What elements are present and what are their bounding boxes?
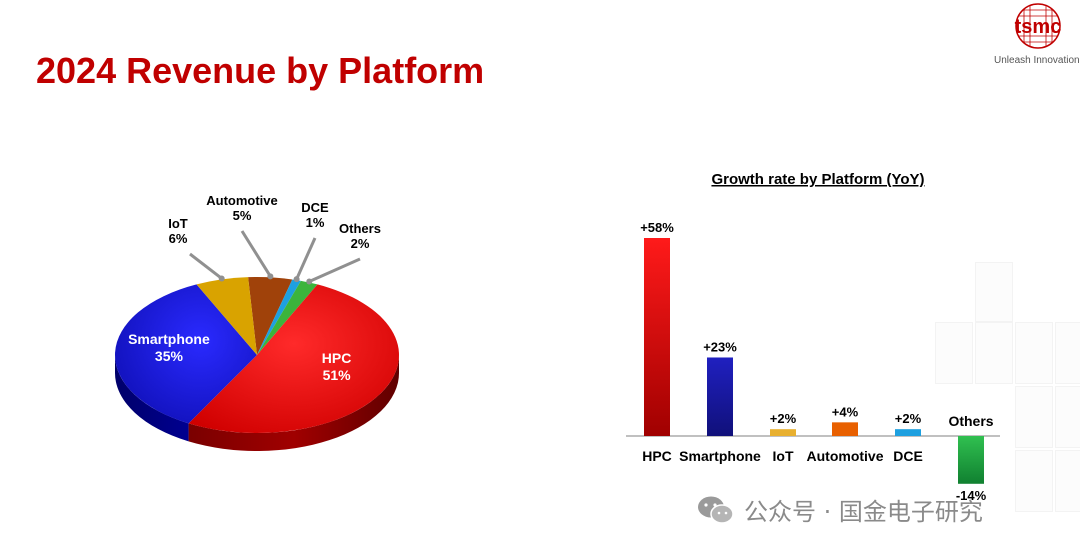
background-tile xyxy=(935,322,973,384)
pie-leader-dce xyxy=(295,237,317,280)
logo-text: tsmc xyxy=(1015,16,1062,38)
pie-slice-dce xyxy=(257,279,301,355)
pie-leader-dot-others xyxy=(306,278,313,285)
pie-value-iot: 6% xyxy=(169,231,188,246)
pie-value-dce: 1% xyxy=(306,215,325,230)
pie-slice-smartphone xyxy=(114,284,257,424)
pie-leader-automotive xyxy=(240,230,272,278)
growth-value-iot: +2% xyxy=(770,411,797,426)
growth-bar-dce xyxy=(895,429,921,436)
pie-slice-hpc xyxy=(188,284,399,433)
pie-leader-dot-automotive xyxy=(267,273,274,280)
growth-bar-smartphone xyxy=(707,357,733,436)
pie-side-hpc xyxy=(188,355,399,451)
background-tile xyxy=(1015,322,1053,384)
pie-slice-others xyxy=(257,280,318,355)
pie-label-smartphone: Smartphone xyxy=(128,331,210,347)
growth-bar-others xyxy=(958,436,984,484)
wechat-icon xyxy=(698,496,734,524)
background-tile xyxy=(1015,450,1053,512)
tsmc-logo: tsmc xyxy=(1015,3,1062,49)
background-tile xyxy=(975,262,1013,322)
pie-label-hpc: HPC xyxy=(322,350,352,366)
growth-value-smartphone: +23% xyxy=(703,339,737,354)
pie-label-others: Others xyxy=(339,221,381,236)
page-title: 2024 Revenue by Platform xyxy=(36,50,485,91)
growth-bar-hpc xyxy=(644,238,670,436)
growth-category-automotive: Automotive xyxy=(807,448,884,464)
growth-value-hpc: +58% xyxy=(640,220,674,235)
growth-category-iot: IoT xyxy=(773,448,794,464)
background-tile xyxy=(1055,386,1080,448)
pie-value-others: 2% xyxy=(351,236,370,251)
pie-side-smartphone xyxy=(115,355,189,442)
background-tile xyxy=(1055,450,1080,512)
pie-value-hpc: 51% xyxy=(323,367,352,383)
growth-value-dce: +2% xyxy=(895,411,922,426)
pie-label-dce: DCE xyxy=(301,200,329,215)
watermark-text: 公众号 · 国金电子研究 xyxy=(744,498,983,526)
pie-leader-others xyxy=(308,257,361,283)
growth-category-dce: DCE xyxy=(893,448,923,464)
pie-leader-iot xyxy=(189,252,223,280)
pie-value-automotive: 5% xyxy=(233,208,252,223)
tagline: Unleash Innovation xyxy=(994,55,1080,66)
pie-value-smartphone: 35% xyxy=(155,348,184,364)
pie-leader-dot-dce xyxy=(293,276,300,283)
growth-value-automotive: +4% xyxy=(832,404,859,419)
growth-bar-iot xyxy=(770,429,796,436)
pie-slice-automotive xyxy=(248,277,293,355)
growth-bar-chart: Growth rate by Platform (YoY) +58% HPC +23%… xyxy=(626,171,1000,503)
pie-label-iot: IoT xyxy=(168,216,188,231)
pie-slice-iot xyxy=(196,277,257,355)
growth-category-smartphone: Smartphone xyxy=(679,448,761,464)
background-tile xyxy=(1055,322,1080,384)
growth-value-others: -14% xyxy=(956,488,987,503)
growth-chart-title: Growth rate by Platform (YoY) xyxy=(711,171,924,188)
background-tile xyxy=(1015,386,1053,448)
pie-leader-dot-iot xyxy=(218,275,225,282)
pie-label-automotive: Automotive xyxy=(206,193,278,208)
background-tile xyxy=(975,322,1013,384)
growth-bar-automotive xyxy=(832,422,858,436)
growth-category-others: Others xyxy=(948,413,993,429)
growth-category-hpc: HPC xyxy=(642,448,672,464)
